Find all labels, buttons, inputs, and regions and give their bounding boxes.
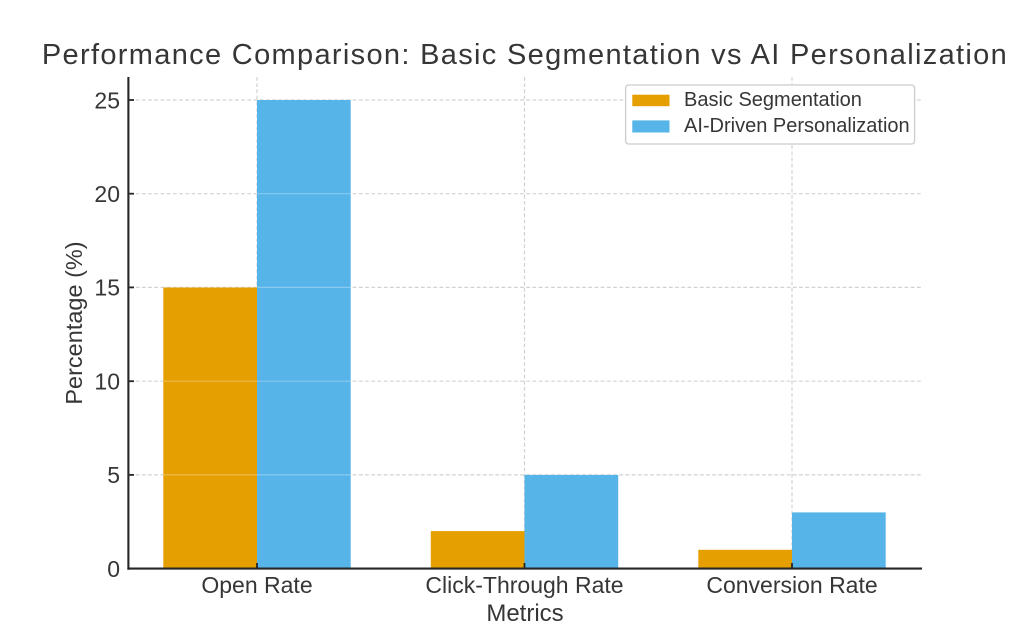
svg-text:Performance Comparison: Basic: Performance Comparison: Basic Segmentati… <box>42 39 1008 71</box>
svg-text:Basic Segmentation: Basic Segmentation <box>684 89 862 111</box>
svg-text:10: 10 <box>94 369 120 395</box>
svg-text:0: 0 <box>107 556 120 582</box>
svg-text:Conversion Rate: Conversion Rate <box>706 572 877 598</box>
svg-text:15: 15 <box>94 275 120 301</box>
svg-text:25: 25 <box>94 87 120 113</box>
svg-text:Click-Through Rate: Click-Through Rate <box>425 572 623 598</box>
svg-text:20: 20 <box>94 181 120 207</box>
svg-text:Metrics: Metrics <box>486 600 563 627</box>
svg-text:AI-Driven Personalization: AI-Driven Personalization <box>684 115 910 137</box>
svg-text:5: 5 <box>107 462 120 488</box>
svg-text:Percentage (%): Percentage (%) <box>61 241 87 404</box>
svg-text:Open Rate: Open Rate <box>201 572 312 598</box>
